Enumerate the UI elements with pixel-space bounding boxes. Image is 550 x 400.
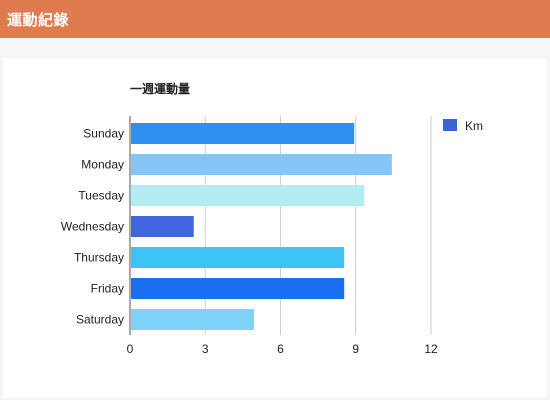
x-tick-label: 6	[277, 342, 284, 356]
app-header: 運動紀錄	[0, 0, 550, 38]
chart-bars	[131, 123, 392, 330]
category-label-thursday: Thursday	[74, 251, 124, 265]
category-label-wednesday: Wednesday	[61, 220, 124, 234]
page-title: 運動紀錄	[7, 11, 70, 29]
bar-monday[interactable]	[131, 154, 392, 175]
chart-title: 一週運動量	[130, 81, 190, 96]
category-label-monday: Monday	[81, 158, 124, 172]
chart-legend: Km	[443, 119, 483, 133]
legend-label-km: Km	[465, 119, 483, 133]
x-axis-tick-labels: 0 3 6 9 12	[127, 342, 438, 356]
legend-swatch-km	[443, 119, 457, 131]
category-label-tuesday: Tuesday	[78, 189, 124, 203]
category-labels: Sunday Monday Tuesday Wednesday Thursday Frid…	[61, 127, 124, 327]
bar-thursday[interactable]	[131, 247, 345, 268]
category-label-saturday: Saturday	[76, 313, 124, 327]
bar-sunday[interactable]	[131, 123, 355, 144]
bar-tuesday[interactable]	[131, 185, 365, 206]
bar-saturday[interactable]	[131, 309, 254, 330]
category-label-friday: Friday	[91, 282, 124, 296]
weekly-exercise-chart: 一週運動量 Sunday Monday Tuesday Wednesday Thursd…	[61, 81, 483, 356]
bar-wednesday[interactable]	[131, 216, 194, 237]
category-label-sunday: Sunday	[83, 127, 124, 141]
x-tick-label: 0	[127, 342, 134, 356]
chart-card: 一週運動量 Sunday Monday Tuesday Wednesday Thursd…	[3, 58, 547, 398]
bar-friday[interactable]	[131, 278, 345, 299]
x-tick-label: 12	[424, 342, 438, 356]
x-tick-label: 9	[352, 342, 359, 356]
x-tick-label: 3	[202, 342, 209, 356]
